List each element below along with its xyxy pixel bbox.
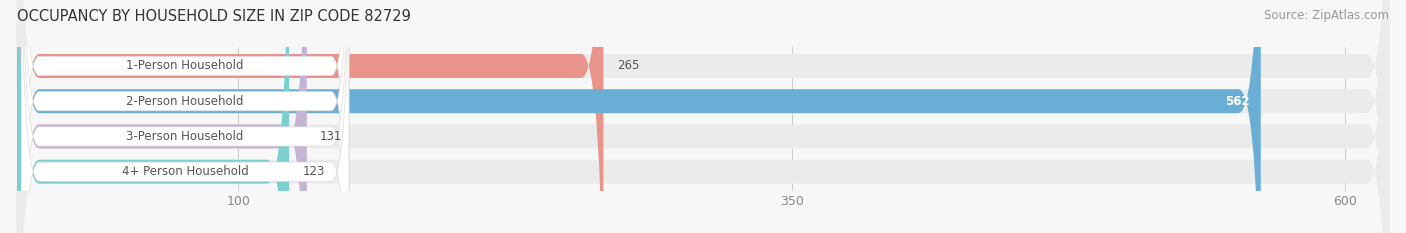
Text: 265: 265: [617, 59, 640, 72]
FancyBboxPatch shape: [17, 0, 603, 233]
FancyBboxPatch shape: [17, 0, 307, 233]
Text: Source: ZipAtlas.com: Source: ZipAtlas.com: [1264, 9, 1389, 22]
FancyBboxPatch shape: [21, 0, 349, 233]
Text: 123: 123: [302, 165, 325, 178]
FancyBboxPatch shape: [21, 0, 349, 233]
Text: OCCUPANCY BY HOUSEHOLD SIZE IN ZIP CODE 82729: OCCUPANCY BY HOUSEHOLD SIZE IN ZIP CODE …: [17, 9, 411, 24]
FancyBboxPatch shape: [21, 0, 349, 233]
FancyBboxPatch shape: [17, 0, 290, 233]
Text: 562: 562: [1225, 95, 1250, 108]
FancyBboxPatch shape: [17, 0, 1389, 233]
FancyBboxPatch shape: [17, 0, 1389, 233]
Text: 2-Person Household: 2-Person Household: [127, 95, 243, 108]
Text: 4+ Person Household: 4+ Person Household: [122, 165, 249, 178]
FancyBboxPatch shape: [21, 0, 349, 233]
Text: 1-Person Household: 1-Person Household: [127, 59, 243, 72]
FancyBboxPatch shape: [17, 0, 1389, 233]
Text: 3-Person Household: 3-Person Household: [127, 130, 243, 143]
Text: 131: 131: [321, 130, 343, 143]
FancyBboxPatch shape: [17, 0, 1389, 233]
FancyBboxPatch shape: [17, 0, 1261, 233]
